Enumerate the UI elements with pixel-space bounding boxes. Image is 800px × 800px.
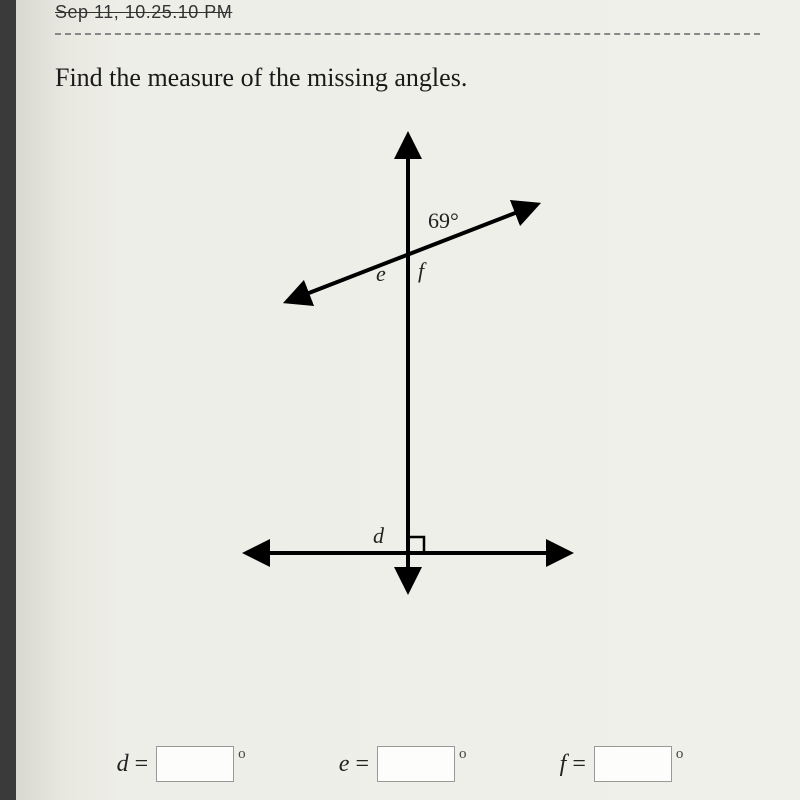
angle-diagram: 69° e f d: [158, 123, 658, 603]
answer-d: d = o: [117, 746, 246, 782]
answer-e-input[interactable]: [377, 746, 455, 782]
equals-sign: =: [135, 751, 149, 778]
degree-symbol: o: [238, 746, 246, 763]
timestamp: Sep 11, 10.25.10 PM: [55, 0, 760, 29]
angle-f-label: f: [418, 258, 427, 283]
answer-f-input[interactable]: [594, 746, 672, 782]
answer-row: d = o e = o f = o: [0, 746, 800, 782]
answer-e: e = o: [339, 746, 467, 782]
angle-e-label: e: [376, 261, 386, 286]
equals-sign: =: [572, 751, 586, 778]
answer-e-var: e: [339, 751, 350, 778]
angle-d-label: d: [373, 523, 385, 548]
right-angle-marker: [408, 537, 424, 553]
answer-d-input[interactable]: [156, 746, 234, 782]
given-angle-label: 69°: [428, 208, 459, 233]
section-divider: [55, 33, 760, 35]
answer-f: f = o: [560, 746, 684, 782]
degree-symbol: o: [459, 746, 467, 763]
answer-d-var: d: [117, 751, 129, 778]
answer-f-var: f: [560, 751, 567, 778]
degree-symbol: o: [676, 746, 684, 763]
question-prompt: Find the measure of the missing angles.: [55, 63, 760, 93]
diagram-container: 69° e f d: [55, 123, 760, 603]
equals-sign: =: [355, 751, 369, 778]
transversal-line: [296, 208, 528, 298]
